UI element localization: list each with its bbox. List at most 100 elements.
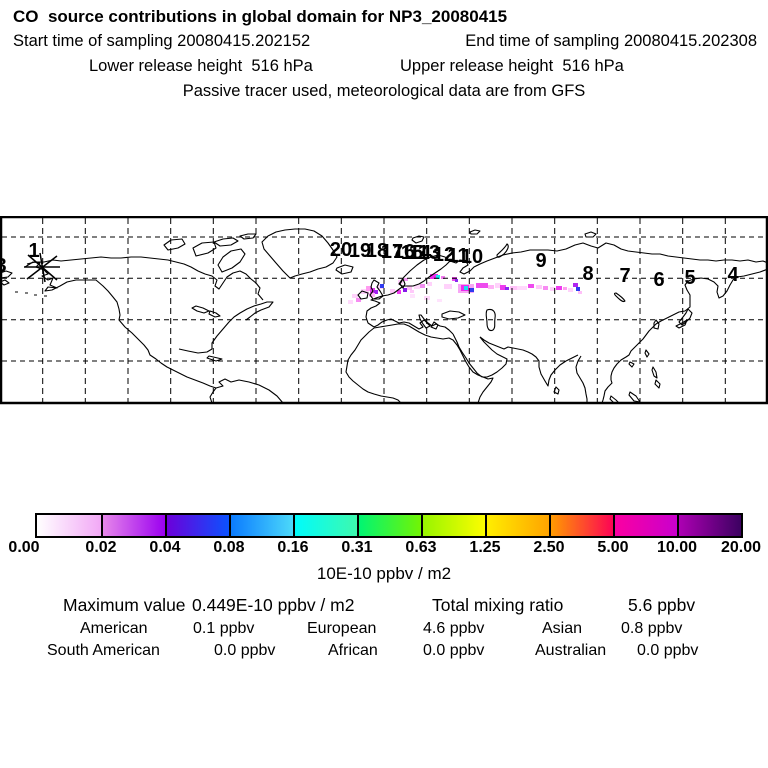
trajectory-day-label: 8 (582, 263, 593, 285)
stat-value: 0.8 ppbv (621, 620, 683, 637)
field-cell (476, 283, 488, 288)
field-cell (369, 293, 375, 297)
field-cell (407, 286, 412, 290)
trajectory-day-label: 11 (447, 245, 468, 267)
trajectory-day-label: 6 (653, 269, 664, 291)
field-cell (528, 284, 534, 288)
stat-label: European (307, 620, 377, 637)
field-cell (356, 298, 361, 302)
field-cell (563, 287, 567, 290)
field-cell (404, 278, 408, 281)
colorbar-segment (357, 515, 421, 536)
field-cell (366, 286, 372, 291)
field-cell (437, 299, 442, 302)
field-cell (573, 283, 578, 287)
colorbar-tick-label: 0.31 (341, 539, 373, 556)
colorbar-segment (293, 515, 357, 536)
colorbar-tick-label: 10.00 (656, 539, 698, 556)
trajectory-day-label: 3 (0, 255, 7, 277)
stat-label: Total mixing ratio (432, 595, 564, 615)
colorbar-segment (549, 515, 613, 536)
trajectory-day-label: 17 (381, 241, 403, 263)
field-cell (500, 285, 506, 290)
colorbar-segment (421, 515, 485, 536)
map-border (0, 215, 768, 405)
trajectory-day-label: 16 (393, 241, 415, 263)
field-cell (414, 285, 420, 289)
trajectory-day-label: 20 (330, 239, 352, 261)
field-cell (455, 279, 458, 282)
trajectory-day-label: 13 (418, 242, 440, 264)
field-cell (578, 291, 582, 294)
plot-title: CO source contributions in global domain… (13, 7, 508, 26)
field-cell (550, 287, 555, 291)
coastlines (0, 228, 768, 404)
stat-label: Maximum value (63, 595, 186, 615)
field-cell (390, 289, 395, 293)
stat-label: African (328, 642, 378, 659)
field-cell (568, 288, 573, 292)
field-cell (410, 294, 415, 298)
field-cell (495, 283, 501, 288)
field-cell (452, 277, 457, 281)
stat-label: South American (47, 642, 160, 659)
field-cell (464, 286, 468, 290)
field-cell (352, 294, 358, 298)
colorbar-tick-label: 0.04 (149, 539, 181, 556)
colorbar-segment (101, 515, 165, 536)
field-cell (470, 288, 474, 292)
stat-value: 0.0 ppbv (423, 642, 485, 659)
colorbar-tick-label: 0.00 (8, 539, 40, 556)
field-cell (397, 290, 401, 294)
colorbar-tick-label: 2.50 (533, 539, 565, 556)
tracer-note-text: Passive tracer used, meteorological data… (182, 82, 586, 100)
stat-label: Australian (535, 642, 607, 659)
trajectory-day-label: 15 (401, 242, 423, 264)
colorbar-segment (613, 515, 677, 536)
field-cell (510, 286, 518, 290)
field-cell (348, 300, 353, 304)
field-cell (374, 290, 378, 294)
stat-value: 0.0 ppbv (637, 642, 699, 659)
trajectory-day-label: 9 (535, 250, 546, 272)
start-time-text: Start time of sampling 20080415.202152 (13, 32, 311, 50)
lower-release-text: Lower release height 516 hPa (89, 57, 313, 75)
latlon-grid (2, 218, 766, 403)
field-cell (430, 274, 438, 279)
trajectory-day-label: 12 (433, 244, 455, 266)
colorbar-segment (229, 515, 293, 536)
field-cell (420, 284, 425, 288)
field-cell (427, 282, 432, 286)
trajectory-day-label: 18 (366, 240, 388, 262)
field-cell (410, 290, 414, 293)
colorbar (35, 513, 743, 538)
trajectory-day-label: 10 (461, 246, 483, 268)
field-cell (436, 275, 440, 279)
trajectory-day-label: 1 (28, 240, 39, 262)
world-map: 1 3 20 19 18 17 16 15 14 13 12 11 10 9 8 7 6 5 4 (0, 215, 768, 405)
field-cell (556, 286, 562, 290)
field-cell (441, 276, 445, 279)
stat-value: 4.6 ppbv (423, 620, 485, 637)
stat-label: American (80, 620, 148, 637)
field-cell (536, 285, 542, 289)
trajectory-day-label: 5 (684, 267, 695, 289)
field-cell (505, 287, 509, 290)
colorbar-units: 10E-10 ppbv / m2 (316, 564, 452, 583)
field-cell (517, 286, 527, 290)
trajectory-day-label: 19 (349, 240, 371, 262)
trajectory-day-label: 14 (409, 242, 432, 264)
field-cell (403, 288, 407, 292)
colorbar-segment (37, 515, 101, 536)
field-cell (543, 286, 548, 290)
field-cell (576, 287, 580, 291)
colorbar-tick-label: 20.00 (720, 539, 762, 556)
upper-release-text: Upper release height 516 hPa (400, 57, 624, 75)
stat-value: 0.1 ppbv (193, 620, 255, 637)
field-cell (488, 285, 494, 289)
colorbar-segment (485, 515, 549, 536)
colorbar-tick-label: 0.02 (85, 539, 117, 556)
